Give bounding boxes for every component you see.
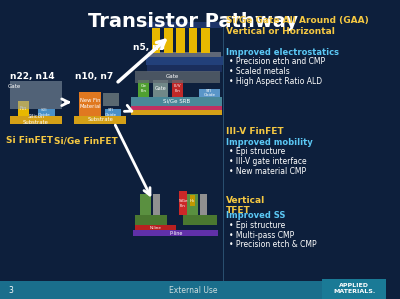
Text: n22, n14: n22, n14 (10, 72, 54, 81)
Bar (74, 116, 126, 124)
Text: • Epi structure: • Epi structure (229, 147, 285, 156)
Text: Improved SS: Improved SS (226, 211, 285, 220)
Text: • Scaled metals: • Scaled metals (229, 67, 290, 76)
Bar (172, 80, 183, 97)
Bar (135, 225, 176, 230)
Text: STI
Oxide: STI Oxide (37, 108, 50, 117)
Bar (18, 101, 29, 116)
Bar (147, 22, 222, 28)
Text: STI
Oxide: STI Oxide (105, 108, 117, 117)
Bar (184, 215, 217, 225)
Bar (131, 110, 222, 115)
Text: • Multi-pass CMP: • Multi-pass CMP (229, 231, 294, 239)
Bar (187, 194, 198, 215)
Text: Gate: Gate (8, 84, 21, 89)
Bar (131, 97, 222, 106)
Text: P-line: P-line (169, 231, 182, 236)
Text: Improved electrostatics: Improved electrostatics (226, 48, 339, 57)
Bar (164, 23, 173, 53)
Bar (135, 71, 220, 83)
Bar (10, 81, 62, 109)
Bar (200, 194, 206, 215)
Text: Gate: Gate (154, 86, 166, 91)
Bar (140, 194, 151, 215)
Text: • Precision etch & CMP: • Precision etch & CMP (229, 240, 316, 249)
Bar (148, 52, 221, 57)
Text: External Use: External Use (169, 286, 217, 295)
Text: • Precision etch and CMP: • Precision etch and CMP (229, 57, 325, 66)
Bar (179, 191, 187, 215)
Text: Transistor Pathway: Transistor Pathway (88, 12, 298, 31)
Bar (322, 279, 386, 299)
Bar (138, 80, 149, 97)
Text: Hk: Hk (190, 199, 195, 203)
Bar (153, 194, 160, 215)
Text: Si/Ge Gate All Around (GAA)
Vertical or Horizontal: Si/Ge Gate All Around (GAA) Vertical or … (226, 16, 369, 36)
Bar (201, 23, 210, 53)
Bar (79, 92, 101, 116)
Bar (133, 230, 218, 236)
Text: • III-V gate interface: • III-V gate interface (229, 157, 306, 166)
Text: Vertical
TFET: Vertical TFET (226, 196, 265, 215)
Text: Si/Ge SRB: Si/Ge SRB (163, 99, 190, 104)
Text: 3: 3 (8, 286, 13, 295)
Text: Gate: Gate (166, 74, 180, 79)
Text: III-V FinFET: III-V FinFET (226, 127, 284, 136)
Bar (189, 23, 197, 53)
Bar (10, 116, 62, 124)
Text: APPLIED
MATERIALS.: APPLIED MATERIALS. (333, 283, 376, 294)
Text: Ge
Fin: Ge Fin (141, 84, 147, 92)
Bar (0, 281, 386, 299)
Bar (152, 23, 160, 53)
Bar (147, 64, 222, 72)
Bar (152, 80, 168, 97)
Text: n10, n7: n10, n7 (76, 72, 114, 81)
Text: n5, n3: n5, n3 (133, 43, 165, 52)
Text: Improved mobility: Improved mobility (226, 138, 313, 147)
Text: Silicon
Substrate: Silicon Substrate (23, 115, 49, 125)
Bar (199, 89, 220, 97)
Bar (38, 109, 55, 116)
Bar (131, 106, 222, 110)
Text: N-line: N-line (150, 225, 162, 230)
Text: Si/Ge FinFET: Si/Ge FinFET (54, 136, 118, 145)
Text: Si FinFET: Si FinFET (6, 136, 53, 145)
Text: • Epi structure: • Epi structure (229, 221, 285, 230)
Bar (105, 109, 121, 116)
Text: III/V
Fin: III/V Fin (174, 84, 181, 92)
Bar (103, 93, 119, 106)
Bar (176, 23, 185, 53)
Text: New Fin
Material: New Fin Material (79, 98, 101, 109)
Bar (190, 195, 195, 206)
Bar (146, 56, 223, 65)
Text: • New material CMP: • New material CMP (229, 167, 306, 176)
Text: Fin: Fin (20, 106, 27, 111)
Text: Substrate: Substrate (87, 118, 113, 122)
Bar (135, 215, 168, 225)
Text: • High Aspect Ratio ALD: • High Aspect Ratio ALD (229, 77, 322, 86)
Text: STI
Oxide: STI Oxide (203, 89, 215, 97)
Text: SiGe
Fin: SiGe Fin (178, 199, 188, 208)
